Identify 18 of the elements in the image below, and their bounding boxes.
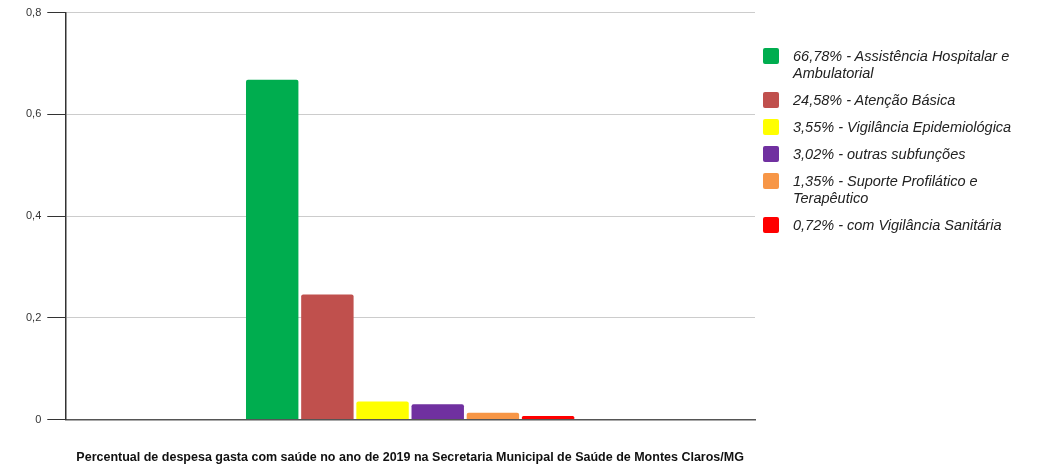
- legend-label: 66,78% - Assistência Hospitalar e Ambulatorial: [793, 48, 1011, 82]
- bar: [356, 401, 409, 420]
- x-axis-title: Percentual de despesa gasta com saúde no ano de 2019 na Secretaria Municipal de Saúde de Montes Claros/MG: [76, 449, 744, 464]
- legend-label: 1,35% - Suporte Profilático e Terapêutico: [793, 173, 979, 207]
- y-tick-label: 0,8: [25, 5, 42, 18]
- legend-label: 24,58% - Atenção Básica: [793, 92, 956, 109]
- bar: [521, 415, 575, 420]
- y-tick-label: 0,6: [25, 107, 42, 120]
- y-tick-label: 0,4: [25, 209, 42, 222]
- legend-label: 0,72% - com Vigilância Sanitária: [793, 217, 1002, 234]
- bar: [466, 412, 520, 420]
- y-tick-label: 0: [35, 412, 42, 425]
- bar: [411, 404, 464, 420]
- legend-label: 3,02% - outras subfunções: [793, 146, 966, 163]
- bar: [246, 79, 299, 420]
- y-tick-label: 0,2: [25, 310, 42, 323]
- bar: [301, 294, 354, 420]
- legend-label: 3,55% - Vigilância Epidemiológica: [793, 119, 1012, 136]
